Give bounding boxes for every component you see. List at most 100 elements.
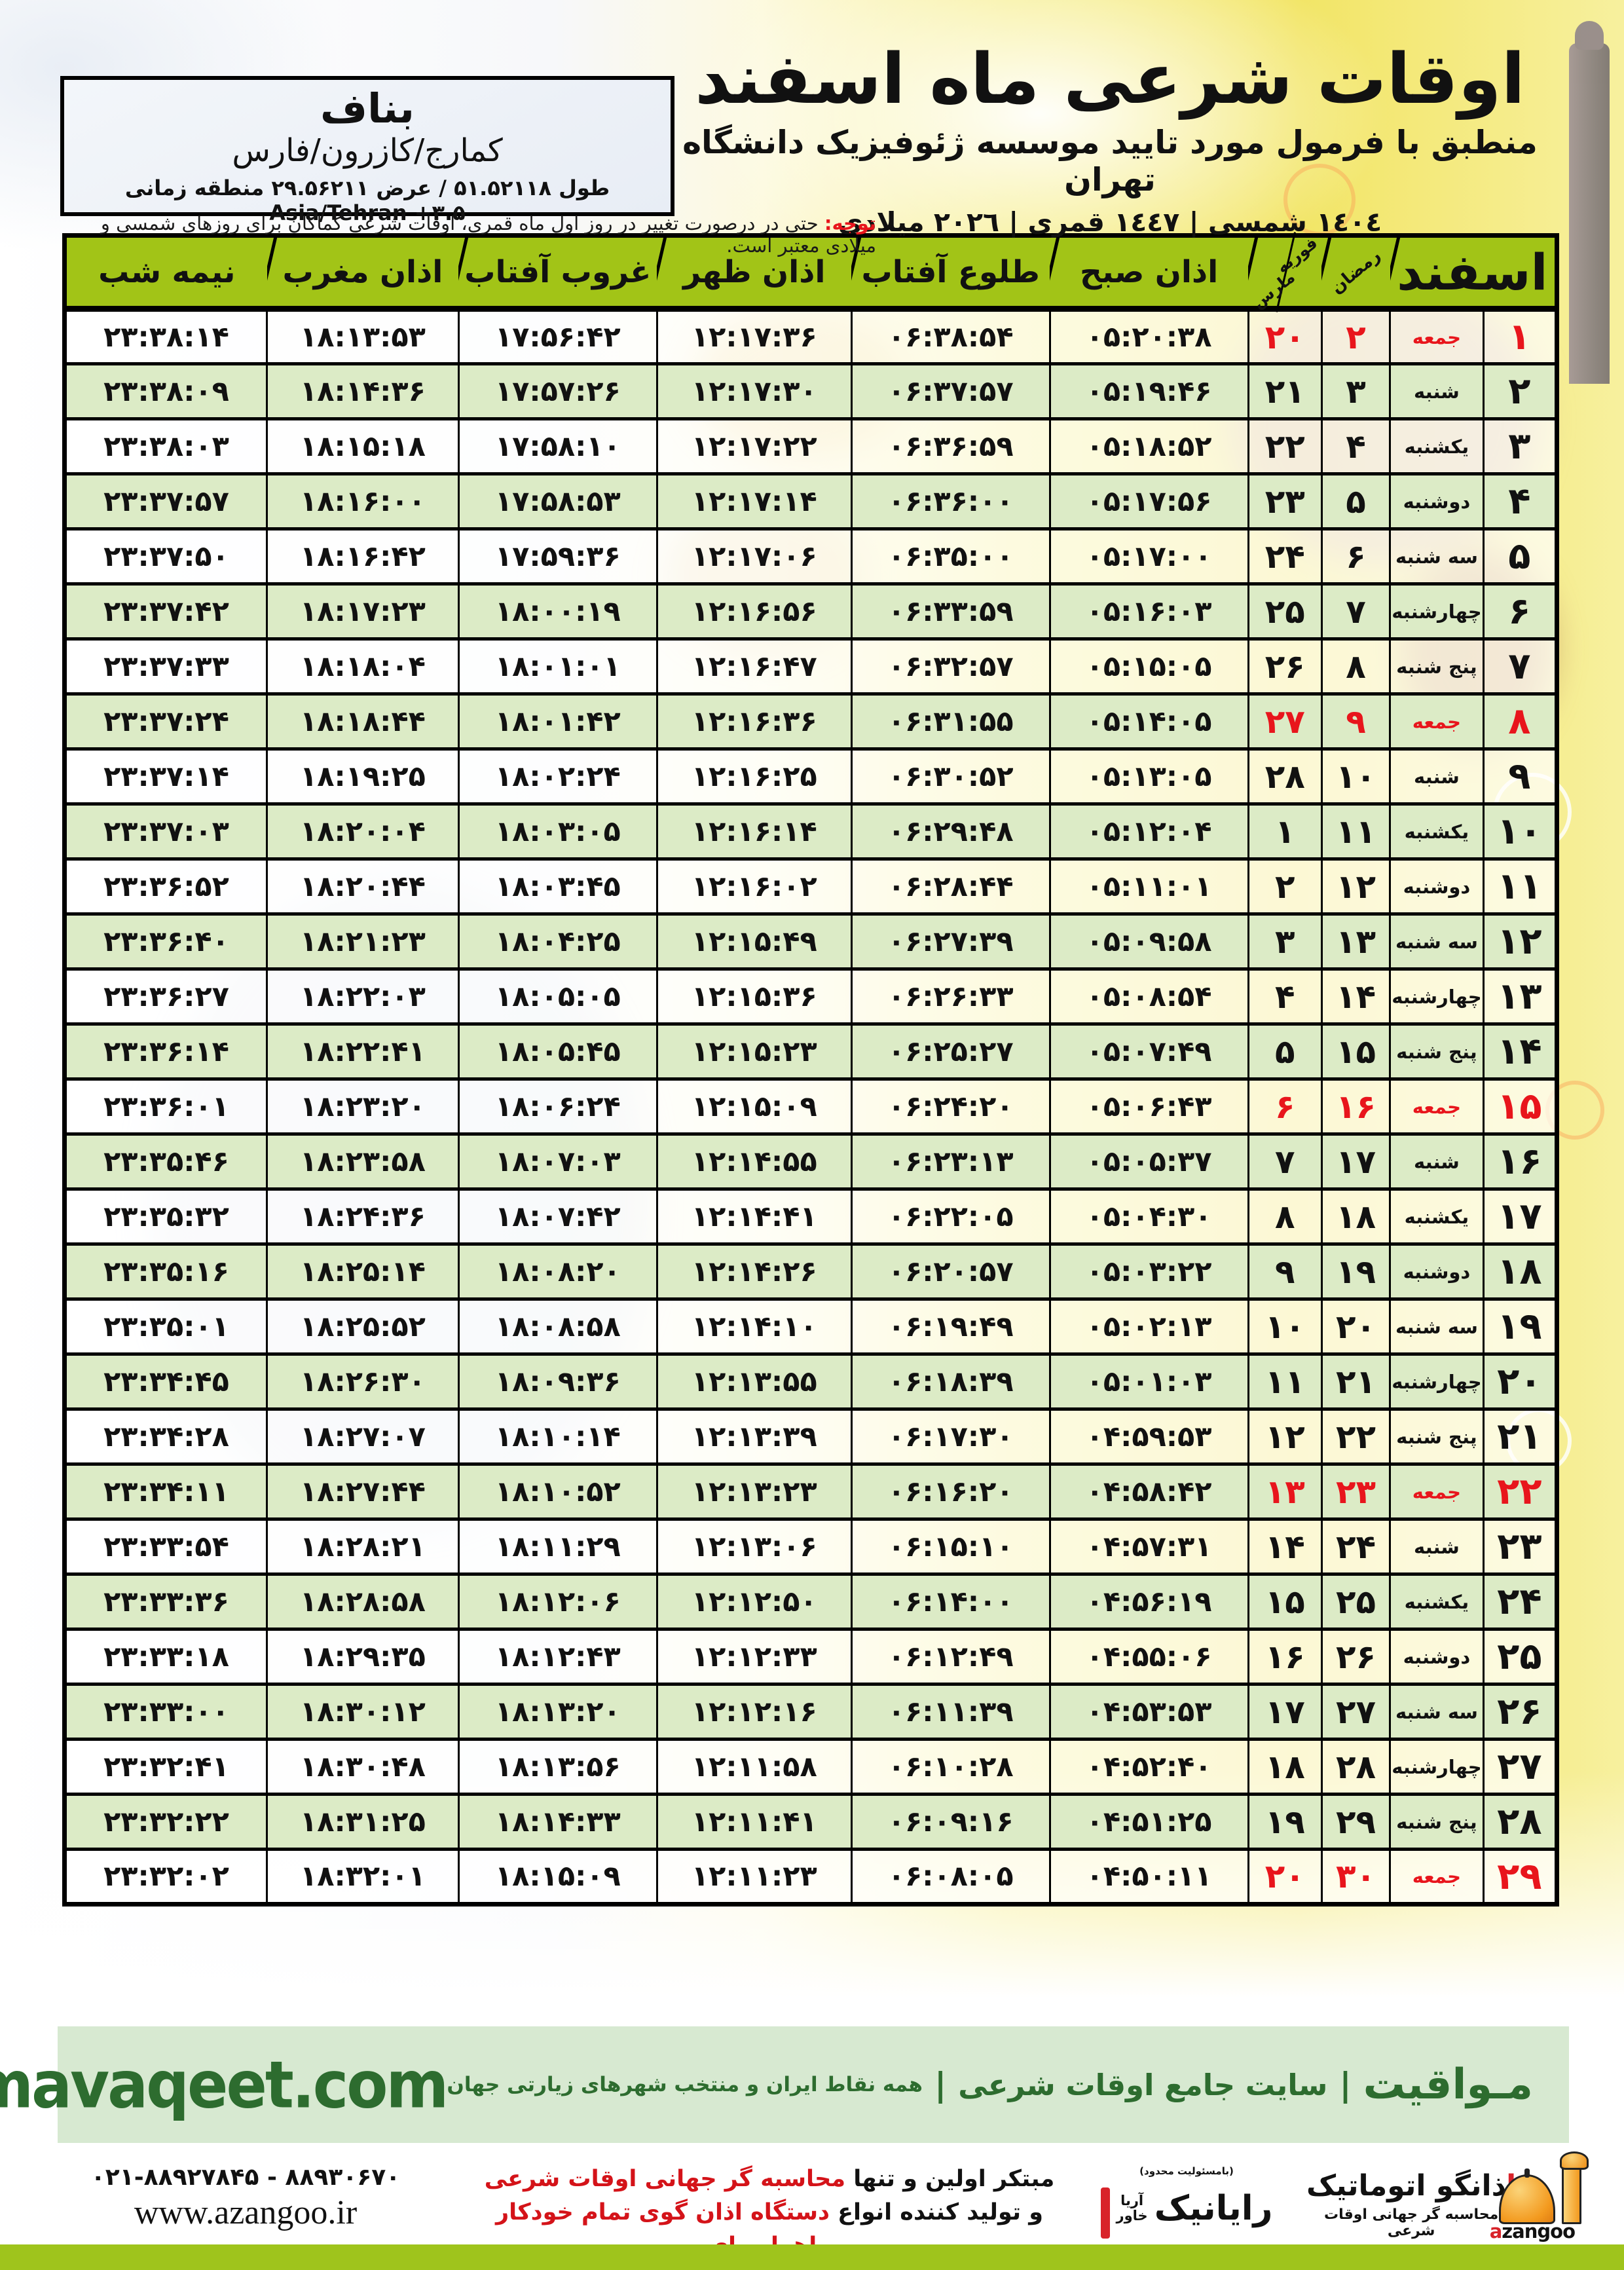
cell-maghrib: ۱۸:۲۳:۲۰ <box>266 1079 460 1136</box>
cell-sunset: ۱۷:۵۶:۴۲ <box>457 308 658 365</box>
cell-weekday: پنج شنبه <box>1389 639 1485 696</box>
page-subtitle: منطبق با فرمول مورد تایید موسسه ژئوفیزیک… <box>682 123 1538 198</box>
cell-ramadan: ۴ <box>1320 419 1392 475</box>
cell-feb-march: ۱۱ <box>1247 1354 1323 1411</box>
cell-sunrise: ۰۶:۰۹:۱۶ <box>850 1794 1051 1851</box>
mavaqeet-url[interactable]: mavaqeet.com <box>0 2047 449 2123</box>
rayanik-subname: آریا خاور <box>1116 2192 1148 2223</box>
cell-sunrise: ۰۶:۳۸:۵۴ <box>850 308 1051 365</box>
cell-midnight: ۲۳:۳۲:۲۲ <box>64 1794 268 1851</box>
cell-day: ۱۵ <box>1482 1079 1559 1136</box>
cell-midnight: ۲۳:۳۶:۱۴ <box>64 1024 268 1081</box>
cell-sunset: ۱۸:۰۲:۲۴ <box>457 749 658 806</box>
cell-dhuhr: ۱۲:۱۵:۰۹ <box>655 1079 853 1136</box>
cell-midnight: ۲۳:۳۷:۴۲ <box>64 584 268 641</box>
table-row: ۹ شنبه ۱۰ ۲۸ ۰۵:۱۳:۰۵ ۰۶:۳۰:۵۲ ۱۲:۱۶:۲۵ … <box>64 749 1559 806</box>
cell-sunset: ۱۸:۰۰:۱۹ <box>457 584 658 641</box>
cell-feb-march: ۱۰ <box>1247 1299 1323 1356</box>
cell-feb-march: ۱۲ <box>1247 1409 1323 1466</box>
cell-sunset: ۱۸:۰۷:۴۲ <box>457 1189 658 1246</box>
azangoo-url[interactable]: www.azangoo.ir <box>134 2194 358 2231</box>
cell-weekday: یکشنبه <box>1389 1574 1485 1631</box>
table-row: ۱۸ دوشنبه ۱۹ ۹ ۰۵:۰۳:۲۲ ۰۶:۲۰:۵۷ ۱۲:۱۴:۲… <box>64 1244 1559 1301</box>
cell-maghrib: ۱۸:۲۶:۳۰ <box>266 1354 460 1411</box>
cell-sunrise: ۰۶:۳۲:۵۷ <box>850 639 1051 696</box>
cell-sunset: ۱۸:۱۲:۴۳ <box>457 1629 658 1686</box>
cell-sunrise: ۰۶:۳۳:۵۹ <box>850 584 1051 641</box>
cell-sunrise: ۰۶:۲۷:۳۹ <box>850 914 1051 971</box>
cell-fajr: ۰۴:۵۹:۵۳ <box>1048 1409 1249 1466</box>
cell-dhuhr: ۱۲:۱۷:۲۲ <box>655 419 853 475</box>
cell-midnight: ۲۳:۳۸:۰۳ <box>64 419 268 475</box>
notice-label: توجه: <box>824 212 876 234</box>
cell-day: ۲۵ <box>1482 1629 1559 1686</box>
cell-maghrib: ۱۸:۲۷:۰۷ <box>266 1409 460 1466</box>
timezone-text: Asia/Tehran +۳.۵ <box>269 200 466 226</box>
header-fajr: اذان صبح <box>1039 233 1249 312</box>
cell-sunrise: ۰۶:۱۲:۴۹ <box>850 1629 1051 1686</box>
mavaqeet-tagline: سایت جامع اوقات شرعی <box>958 2067 1328 2102</box>
table-row: ۱۱ دوشنبه ۱۲ ۲ ۰۵:۱۱:۰۱ ۰۶:۲۸:۴۴ ۱۲:۱۶:۰… <box>64 859 1559 916</box>
cell-day: ۸ <box>1482 694 1559 751</box>
cell-dhuhr: ۱۲:۱۶:۲۵ <box>655 749 853 806</box>
cell-fajr: ۰۵:۱۲:۰۴ <box>1048 804 1249 861</box>
rayanik-red-bar-icon <box>1100 2187 1110 2239</box>
cell-weekday: دوشنبه <box>1389 1629 1485 1686</box>
cell-fajr: ۰۵:۱۹:۴۶ <box>1048 363 1249 420</box>
cell-weekday: سه شنبه <box>1389 914 1485 971</box>
cell-weekday: دوشنبه <box>1389 859 1485 916</box>
cell-feb-march: ۲ <box>1247 859 1323 916</box>
table-row: ۱۲ سه شنبه ۱۳ ۳ ۰۵:۰۹:۵۸ ۰۶:۲۷:۳۹ ۱۲:۱۵:… <box>64 914 1559 971</box>
cell-weekday: چهارشنبه <box>1389 1739 1485 1796</box>
cell-fajr: ۰۵:۰۳:۲۲ <box>1048 1244 1249 1301</box>
cell-ramadan: ۱۰ <box>1320 749 1392 806</box>
cell-day: ۱۷ <box>1482 1189 1559 1246</box>
cell-sunset: ۱۸:۱۳:۵۶ <box>457 1739 658 1796</box>
cell-midnight: ۲۳:۳۶:۰۱ <box>64 1079 268 1136</box>
cell-weekday: پنج شنبه <box>1389 1794 1485 1851</box>
cell-weekday: جمعه <box>1389 1079 1485 1136</box>
cell-maghrib: ۱۸:۱۵:۱۸ <box>266 419 460 475</box>
cell-weekday: جمعه <box>1389 308 1485 365</box>
cell-day: ۶ <box>1482 584 1559 641</box>
table-row: ۴ دوشنبه ۵ ۲۳ ۰۵:۱۷:۵۶ ۰۶:۳۶:۰۰ ۱۲:۱۷:۱۴… <box>64 474 1559 530</box>
cell-midnight: ۲۳:۳۷:۱۴ <box>64 749 268 806</box>
cell-weekday: سه شنبه <box>1389 1299 1485 1356</box>
cell-sunset: ۱۸:۱۰:۵۲ <box>457 1464 658 1521</box>
cell-ramadan: ۷ <box>1320 584 1392 641</box>
cell-weekday: جمعه <box>1389 694 1485 751</box>
promo-line-1: مبتکر اولین و تنها محاسبه گر جهانی اوقات… <box>484 2166 1055 2192</box>
azangoo-latin-wordmark: azangoo <box>1489 2220 1576 2242</box>
cell-maghrib: ۱۸:۱۶:۰۰ <box>266 474 460 530</box>
cell-sunset: ۱۸:۰۵:۴۵ <box>457 1024 658 1081</box>
cell-sunset: ۱۸:۰۸:۲۰ <box>457 1244 658 1301</box>
separator: | <box>934 2066 947 2104</box>
cell-fajr: ۰۴:۵۵:۰۶ <box>1048 1629 1249 1686</box>
cell-day: ۲۴ <box>1482 1574 1559 1631</box>
cell-ramadan: ۲۰ <box>1320 1299 1392 1356</box>
table-row: ۲۲ جمعه ۲۳ ۱۳ ۰۴:۵۸:۴۲ ۰۶:۱۶:۲۰ ۱۲:۱۳:۲۳… <box>64 1464 1559 1521</box>
cell-midnight: ۲۳:۳۲:۰۲ <box>64 1849 268 1906</box>
cell-ramadan: ۲۷ <box>1320 1684 1392 1741</box>
cell-weekday: سه شنبه <box>1389 1684 1485 1741</box>
cell-sunrise: ۰۶:۱۷:۳۰ <box>850 1409 1051 1466</box>
cell-maghrib: ۱۸:۱۷:۲۳ <box>266 584 460 641</box>
cell-fajr: ۰۵:۰۵:۳۷ <box>1048 1134 1249 1191</box>
cell-day: ۲۸ <box>1482 1794 1559 1851</box>
cell-sunset: ۱۷:۵۹:۳۶ <box>457 529 658 586</box>
cell-maghrib: ۱۸:۲۸:۵۸ <box>266 1574 460 1631</box>
cell-sunrise: ۰۶:۳۵:۰۰ <box>850 529 1051 586</box>
table-row: ۱۹ سه شنبه ۲۰ ۱۰ ۰۵:۰۲:۱۳ ۰۶:۱۹:۴۹ ۱۲:۱۴… <box>64 1299 1559 1356</box>
cell-maghrib: ۱۸:۲۳:۵۸ <box>266 1134 460 1191</box>
cell-fajr: ۰۴:۵۶:۱۹ <box>1048 1574 1249 1631</box>
table-row: ۲۸ پنج شنبه ۲۹ ۱۹ ۰۴:۵۱:۲۵ ۰۶:۰۹:۱۶ ۱۲:۱… <box>64 1794 1559 1851</box>
table-row: ۱ جمعه ۲ ۲۰ ۰۵:۲۰:۳۸ ۰۶:۳۸:۵۴ ۱۲:۱۷:۳۶ ۱… <box>64 308 1559 365</box>
cell-day: ۱۲ <box>1482 914 1559 971</box>
cell-midnight: ۲۳:۳۳:۳۶ <box>64 1574 268 1631</box>
cell-fajr: ۰۵:۱۸:۵۲ <box>1048 419 1249 475</box>
cell-fajr: ۰۵:۰۲:۱۳ <box>1048 1299 1249 1356</box>
cell-weekday: چهارشنبه <box>1389 1354 1485 1411</box>
cell-day: ۲۳ <box>1482 1519 1559 1576</box>
table-row: ۱۳ چهارشنبه ۱۴ ۴ ۰۵:۰۸:۵۴ ۰۶:۲۶:۳۳ ۱۲:۱۵… <box>64 969 1559 1026</box>
